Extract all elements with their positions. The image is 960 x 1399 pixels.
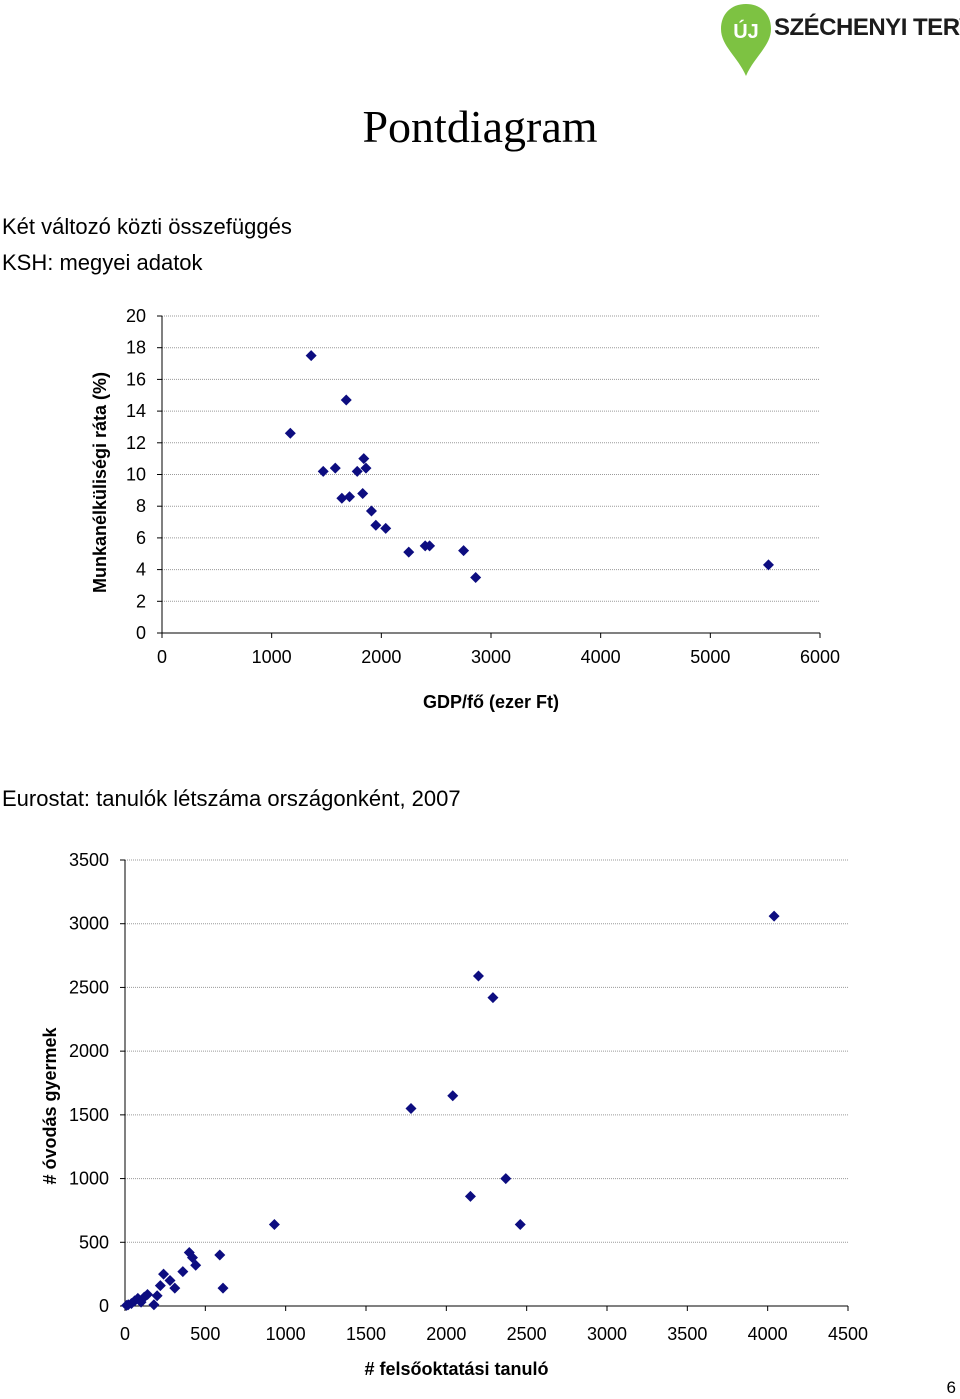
x-tick-label: 3500 [667,1324,707,1344]
y-tick-label: 2000 [69,1041,109,1061]
data-point [360,462,372,474]
data-point [514,1218,526,1230]
x-tick-label: 0 [120,1324,130,1344]
x-tick-label: 0 [157,647,167,667]
data-point [154,1280,166,1292]
data-point [169,1282,181,1294]
data-point [141,1289,153,1301]
y-tick-label: 1500 [69,1105,109,1125]
y-tick-label: 18 [126,338,146,358]
data-point [768,910,780,922]
x-tick-label: 6000 [800,647,840,667]
data-point [403,546,415,558]
data-point [762,559,774,571]
y-tick-label: 3000 [69,914,109,934]
y-tick-label: 4 [136,560,146,580]
y-tick-label: 3500 [69,850,109,870]
data-point [464,1190,476,1202]
data-point [151,1290,163,1302]
y-tick-label: 2500 [69,977,109,997]
x-axis-label: GDP/fő (ezer Ft) [423,692,559,712]
y-tick-label: 500 [79,1232,109,1252]
x-tick-label: 5000 [690,647,730,667]
x-tick-label: 2000 [361,647,401,667]
y-tick-label: 10 [126,465,146,485]
y-tick-label: 12 [126,433,146,453]
data-point [158,1268,170,1280]
data-point [214,1249,226,1261]
data-point [405,1102,417,1114]
data-point [340,394,352,406]
x-tick-label: 1500 [346,1324,386,1344]
x-tick-label: 1000 [252,647,292,667]
y-tick-label: 0 [99,1296,109,1316]
subtitle-eurostat-source: Eurostat: tanulók létszáma országonként,… [2,786,461,811]
szechenyi-terv-logo: ÚJ SZÉCHENYI TERV [712,0,960,80]
data-point [336,492,348,504]
data-point [317,465,329,477]
x-tick-label: 4000 [581,647,621,667]
page-number: 6 [946,1378,956,1397]
x-tick-label: 3000 [587,1324,627,1344]
x-tick-label: 4000 [748,1324,788,1344]
x-tick-label: 2500 [507,1324,547,1344]
data-point [470,572,482,584]
y-tick-label: 8 [136,496,146,516]
x-tick-label: 1000 [266,1324,306,1344]
y-tick-label: 2 [136,591,146,611]
data-point [370,519,382,531]
data-point [135,1296,147,1308]
subtitle-relationship: Két változó közti összefüggés [2,214,292,239]
data-point [472,970,484,982]
students-kindergarten-scatter-chart: 0 500 1000 1500 2000 2500 3000 3500 0 500 1000 1500… [40,850,868,1379]
x-tick-label: 500 [190,1324,220,1344]
logo-brand-text: SZÉCHENYI TERV [774,14,960,41]
y-tick-label: 14 [126,401,146,421]
data-point [424,540,436,552]
data-point [447,1090,459,1102]
y-tick-label: 20 [126,306,146,326]
unemployment-gdp-scatter-chart: 0 2 4 6 8 10 12 14 16 18 20 0 1000 2000 3000 4000 5000 60… [90,306,840,712]
data-point [487,992,499,1004]
data-point [380,522,392,534]
page-title: Pontdiagram [362,101,598,152]
data-point [358,453,370,465]
x-tick-label: 2000 [426,1324,466,1344]
x-axis-label: # felsőoktatási tanuló [364,1359,548,1379]
data-point [329,462,341,474]
y-axis-label: Munkanélküliségi ráta (%) [90,372,110,593]
y-axis-label: # óvodás gyermek [40,1026,60,1184]
data-point [148,1299,160,1311]
logo-badge-text: ÚJ [733,19,759,43]
x-tick-label: 4500 [828,1324,868,1344]
data-point [217,1282,229,1294]
x-tick-label: 3000 [471,647,511,667]
y-tick-label: 16 [126,369,146,389]
data-point [190,1259,202,1271]
data-point [284,427,296,439]
data-point [357,488,369,500]
data-point [164,1275,176,1287]
y-tick-label: 6 [136,528,146,548]
data-point [344,491,356,503]
data-point [177,1266,189,1278]
data-point [305,350,317,362]
data-point [500,1173,512,1185]
data-point [458,545,470,557]
y-tick-label: 1000 [69,1169,109,1189]
y-tick-label: 0 [136,623,146,643]
data-point [138,1291,150,1303]
subtitle-ksh-source: KSH: megyei adatok [2,250,203,275]
logo-pin-icon: ÚJ [721,4,771,76]
data-point [268,1218,280,1230]
data-point [365,505,377,517]
data-point [351,465,363,477]
